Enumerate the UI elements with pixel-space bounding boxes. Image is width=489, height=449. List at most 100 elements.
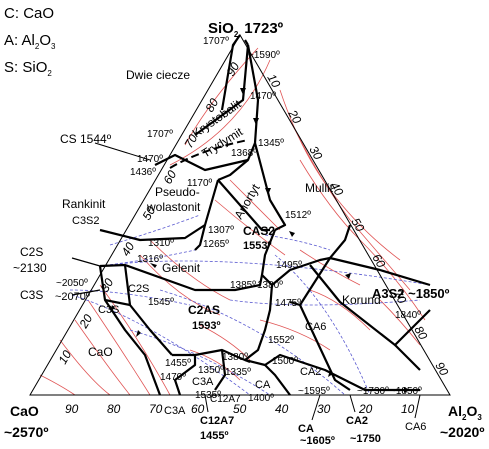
left-edge-tick: 80	[202, 96, 221, 115]
invariant-point: 1170º	[187, 178, 213, 189]
invariant-point: 1385º	[230, 280, 256, 291]
invariant-point: ~1850º	[390, 386, 422, 397]
field-c12a7: C12A7	[210, 394, 241, 405]
compound-c2s: C2S	[20, 245, 43, 259]
invariant-point: 1335º	[225, 367, 251, 378]
legend: C: CaO A: Al2O3 S: SiO2	[4, 5, 56, 78]
compound-ca2: CA2	[346, 415, 368, 427]
right-edge-tick: 50	[348, 216, 367, 235]
invariant-point: 1500º	[272, 356, 298, 367]
right-edge-tick: 40	[327, 180, 346, 199]
invariant-point: 1495º	[276, 260, 302, 271]
field-c2s: C2S	[128, 283, 149, 295]
field-c3s: C3S	[98, 304, 119, 316]
right-edge-tick: 60	[369, 252, 388, 271]
field-pseudo2: wolastonit	[146, 200, 201, 214]
invariant-point: 1310º	[148, 238, 174, 249]
compound-cs-pointer	[94, 142, 151, 161]
compound-cs: CS 1544º	[60, 132, 112, 146]
invariant-point: 1368º	[231, 148, 257, 159]
field-ca2: CA2	[300, 366, 321, 378]
field-pseudo1: Pseudo-	[155, 185, 200, 199]
field-c3s2: C3S2	[72, 215, 100, 227]
compound-a3s2: A3S2 ~1850º	[372, 286, 450, 301]
field-korund: Korund	[342, 293, 381, 307]
right-edge-tick: 90	[432, 360, 451, 379]
invariant-point: ~1730º	[357, 386, 389, 397]
legend-s: S: SiO2	[4, 59, 52, 78]
invariant-point: ~2050º	[56, 278, 88, 289]
invariant-point: 1350º	[198, 365, 224, 376]
compound-labels: CS 1544º C2S ~2130 C3S ~2070º CAS2 1553º…	[13, 132, 450, 447]
invariant-point: 1380º	[257, 280, 283, 291]
triangle-edges	[29, 34, 451, 396]
right-edge-tick: 80	[411, 324, 430, 343]
right-edge-tick: 30	[306, 144, 325, 163]
vertex-labels: SiO2 1723º CaO ~2570º Al2O3 ~2020º	[4, 20, 484, 440]
field-cao: CaO	[88, 345, 113, 359]
invariant-point: 1470º	[137, 154, 163, 165]
invariant-point: 1316º	[137, 254, 163, 265]
bottom-edge-tick: 20	[358, 402, 373, 416]
boundary-curves	[71, 34, 431, 396]
vertex-sio2: SiO2 1723º	[208, 20, 284, 39]
vertex-cao-name: CaO	[10, 403, 39, 419]
left-edge-tick: 90	[223, 60, 242, 79]
invariant-point: 1707º	[203, 36, 229, 47]
invariant-point: 1265º	[203, 239, 229, 250]
right-edge-tick: 70	[390, 288, 409, 307]
field-mullit: Mullit	[305, 181, 334, 195]
vertex-al2o3-temp: ~2020º	[440, 424, 484, 440]
bottom-edge-ticks: 90 80 70 60 50 40 30 20 10	[65, 402, 415, 416]
dashed-boundary	[169, 139, 249, 169]
invariant-point: 1400º	[248, 393, 274, 404]
compound-cas2: CAS2	[243, 224, 275, 238]
invariant-points: 1707º ~1590º 1470º 1707º 1470º 1436º 136…	[56, 36, 422, 404]
field-c3a: C3A	[192, 376, 214, 388]
invariant-point: 1380º	[222, 352, 248, 363]
left-edge-tick: 50	[139, 204, 158, 223]
bottom-edge-tick: 30	[317, 402, 331, 416]
invariant-point: ~1595º	[298, 386, 330, 397]
invariant-point: 1545º	[148, 297, 174, 308]
boundary-arrows	[110, 88, 410, 393]
left-edge-tick: 20	[76, 312, 95, 332]
bottom-edge-tick: 40	[275, 402, 289, 416]
compound-c3s: C3S	[20, 288, 43, 302]
bottom-edge-tick: 70	[149, 402, 163, 416]
invariant-point: 1436º	[130, 167, 156, 178]
tie-lines	[69, 214, 431, 396]
compound-c2as: C2AS	[188, 303, 220, 317]
bottom-edge-tick: 50	[233, 402, 247, 416]
left-edge-tick: 60	[160, 168, 179, 187]
field-dwie-ciecze: Dwie ciecze	[126, 68, 190, 82]
bottom-edge-tick: 90	[65, 402, 79, 416]
bottom-edge-tick: 60	[191, 402, 205, 416]
bottom-edge-tick: 10	[401, 402, 415, 416]
compound-c2s-temp: ~2130	[13, 261, 47, 275]
invariant-point: 1552º	[268, 335, 294, 346]
invariant-point: 1470º	[250, 91, 276, 102]
right-edge-tick: 20	[285, 107, 304, 127]
compound-ca2-temp: ~1750	[350, 433, 381, 445]
invariant-point: 1512º	[285, 210, 311, 221]
invariant-point: 1470º	[160, 372, 186, 383]
left-edge-tick: 70	[181, 132, 200, 151]
invariant-point: ~1590º	[248, 50, 280, 61]
legend-a: A: Al2O3	[4, 32, 56, 51]
invariant-point: 1707º	[147, 129, 173, 140]
left-edge-tick: 40	[118, 240, 137, 259]
invariant-point: 1535º	[195, 390, 221, 401]
invariant-point: 1475º	[275, 298, 301, 309]
compound-ca: CA	[298, 423, 314, 435]
compound-ca6: CA6	[405, 421, 426, 433]
compound-c3s-temp: ~2070º	[55, 291, 90, 303]
left-edge-tick: 30	[97, 276, 116, 295]
compound-ca-temp: ~1605º	[300, 435, 335, 447]
compound-cas2-temp: 1553º	[243, 240, 272, 252]
compound-c12a7-temp: 1455º	[200, 430, 229, 442]
